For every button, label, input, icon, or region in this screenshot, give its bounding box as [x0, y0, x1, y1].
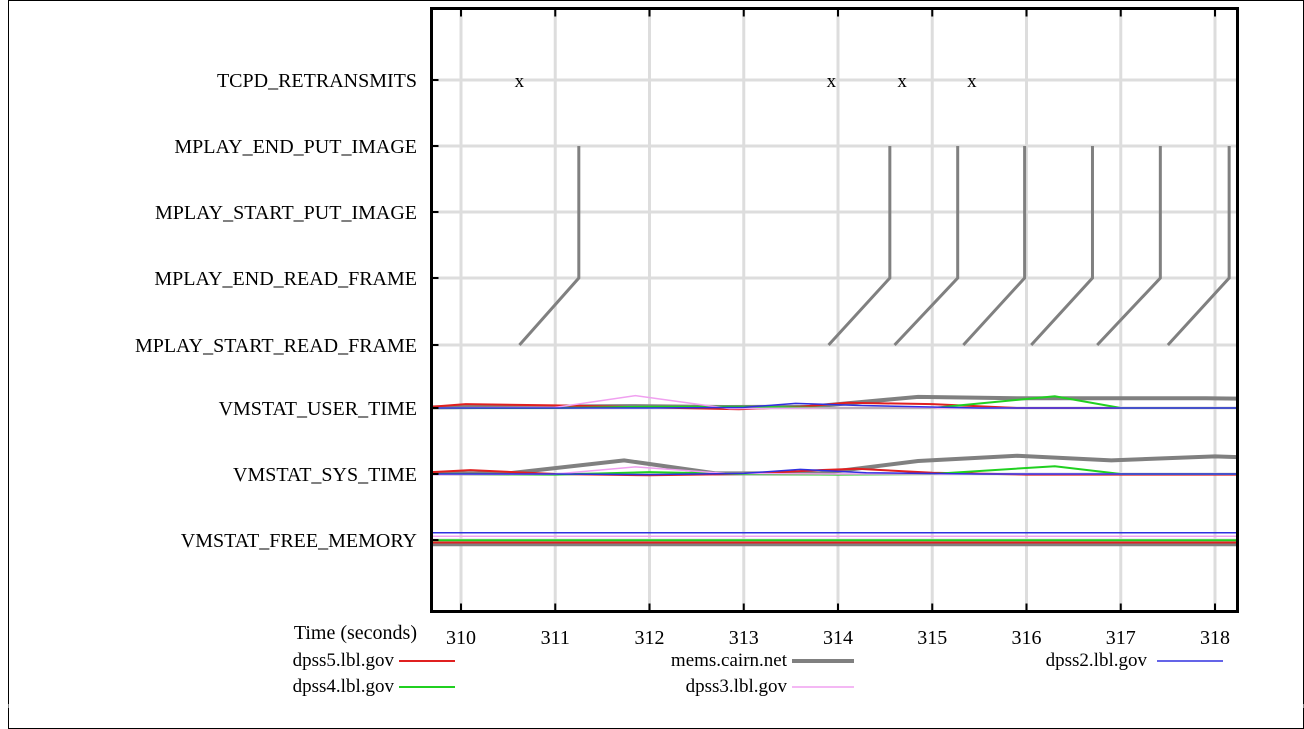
- frame-layer: [518, 146, 1231, 347]
- legend-label: dpss5.lbl.gov: [293, 650, 395, 671]
- retransmit-marker: x: [515, 71, 525, 92]
- x-axis-tick-label: 314: [823, 627, 853, 649]
- x-axis-tick-label: 315: [917, 627, 947, 649]
- frame-event-line: [1096, 146, 1162, 347]
- retransmit-marker: x: [967, 71, 977, 92]
- frame-event-line: [1030, 146, 1094, 347]
- retransmit-marker: x: [827, 71, 837, 92]
- y-axis-label: VMSTAT_FREE_MEMORY: [181, 530, 417, 552]
- x-axis-tick-label: 311: [541, 627, 570, 649]
- legend: dpss5.lbl.gov mems.cairn.net dpss2.lbl.gov…: [293, 650, 1223, 697]
- x-axis-tick-label: 312: [635, 627, 665, 649]
- x-axis-tick-label: 316: [1012, 627, 1042, 649]
- plot-area-border: [430, 7, 1239, 613]
- y-axis-label: MPLAY_END_PUT_IMAGE: [174, 136, 417, 158]
- frame-event-line: [893, 146, 960, 347]
- legend-label: dpss4.lbl.gov: [293, 676, 395, 697]
- x-axis-ticks: 310 311 312 313 314 315 316 317 318: [446, 8, 1230, 649]
- x-axis-tick-label: 318: [1200, 627, 1230, 649]
- y-axis-label: MPLAY_START_READ_FRAME: [135, 335, 417, 357]
- legend-label: dpss3.lbl.gov: [686, 676, 788, 697]
- retransmit-marker: x: [897, 71, 907, 92]
- legend-label: mems.cairn.net: [671, 650, 788, 671]
- frame-event-line: [518, 146, 581, 346]
- x-axis-tick-label: 313: [729, 627, 759, 649]
- y-axis-label: MPLAY_END_READ_FRAME: [154, 268, 417, 290]
- x-axis-tick-label: 317: [1106, 627, 1136, 649]
- y-axis-labels: TCPD_RETRANSMITS MPLAY_END_PUT_IMAGE MPLAY…: [135, 70, 439, 552]
- series-line-mems.cairn.net-sys_time: [431, 453, 1238, 476]
- x-axis-title: Time (seconds): [294, 622, 417, 644]
- y-axis-label: MPLAY_START_PUT_IMAGE: [155, 202, 417, 224]
- frame-event-line: [827, 146, 892, 347]
- frame-event-line: [1166, 146, 1231, 347]
- frame-event-line: [962, 146, 1027, 347]
- page-frame: [8, 0, 1304, 729]
- y-axis-label: VMSTAT_USER_TIME: [219, 398, 417, 420]
- y-axis-label: TCPD_RETRANSMITS: [217, 70, 417, 92]
- series-layer: [431, 394, 1238, 547]
- series-line-dpss2.lbl.gov-sys_time: [431, 468, 1238, 476]
- legend-label: dpss2.lbl.gov: [1046, 650, 1148, 671]
- x-axis-tick-label: 310: [446, 627, 476, 649]
- y-axis-label: VMSTAT_SYS_TIME: [233, 464, 417, 486]
- series-line-dpss2.lbl.gov-user_time: [431, 402, 1238, 409]
